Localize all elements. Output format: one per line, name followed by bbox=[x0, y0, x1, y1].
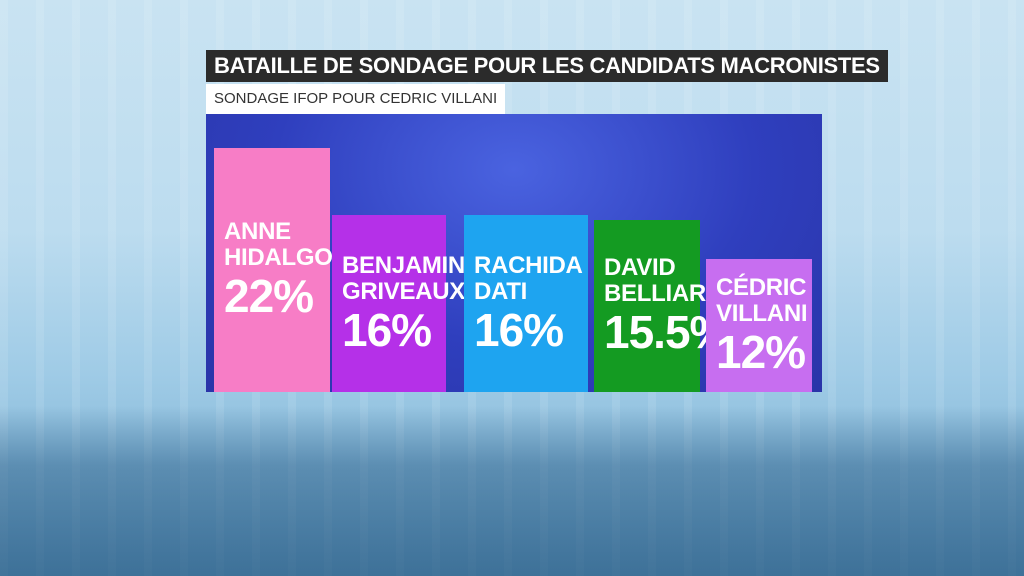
bar-value-label: 16% bbox=[342, 303, 432, 356]
bar-value-label: 15.5% bbox=[604, 306, 730, 358]
bar-label: CÉDRIC VILLANI bbox=[716, 273, 808, 327]
chart-title: BATAILLE DE SONDAGE POUR LES CANDIDATS M… bbox=[206, 50, 888, 82]
bar-david-belliard: DAVID BELLIARD 15.5% bbox=[594, 220, 730, 392]
bar-benjamin-griveaux: BENJAMIN GRIVEAUX 16% bbox=[332, 215, 465, 392]
bar-rachida-dati: RACHIDA DATI 16% bbox=[464, 215, 588, 392]
bar-label: BENJAMIN GRIVEAUX bbox=[342, 251, 465, 305]
chart-panel: ANNE HIDALGO 22% BENJAMIN GRIVEAUX 16% RACHI… bbox=[206, 114, 822, 392]
bar-anne-hidalgo: ANNE HIDALGO 22% bbox=[214, 148, 333, 392]
bar-cédric-villani: CÉDRIC VILLANI 12% bbox=[706, 259, 812, 392]
bar-label: DAVID BELLIARD bbox=[604, 254, 723, 307]
bar-label: RACHIDA DATI bbox=[474, 251, 583, 305]
bar-value-label: 12% bbox=[716, 325, 806, 378]
bar-value-label: 22% bbox=[224, 270, 314, 322]
bar-value-label: 16% bbox=[474, 303, 564, 356]
chart-subtitle: SONDAGE IFOP POUR CEDRIC VILLANI bbox=[206, 84, 506, 114]
paris-skyline-background bbox=[0, 406, 1024, 576]
bar-label: ANNE HIDALGO bbox=[224, 218, 333, 271]
